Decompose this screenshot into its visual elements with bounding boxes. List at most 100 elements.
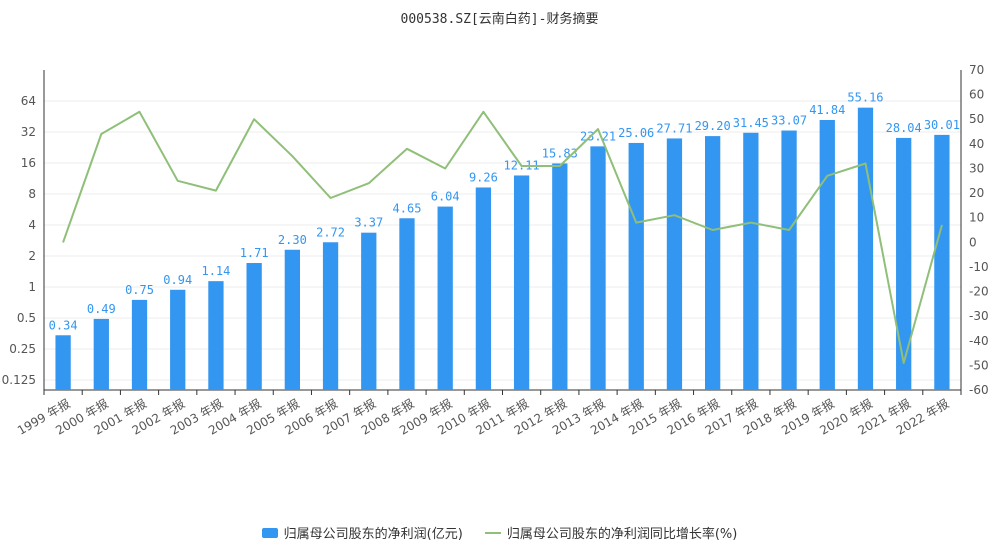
left-tick-label: 0.25 <box>9 342 36 356</box>
growth-rate-point <box>482 111 484 113</box>
growth-rate-point <box>903 362 905 364</box>
growth-rate-point <box>597 128 599 130</box>
bar <box>208 281 224 390</box>
legend-bar-swatch <box>261 527 278 538</box>
left-tick-label: 2 <box>28 249 36 263</box>
left-tick-label: 64 <box>21 94 36 108</box>
bar-data-label: 6.04 <box>431 190 460 204</box>
bar <box>819 120 835 390</box>
bar-data-label: 29.20 <box>695 119 731 133</box>
growth-rate-point <box>62 241 64 243</box>
right-tick-label: -10 <box>969 260 989 274</box>
bar-data-label: 0.34 <box>49 318 78 332</box>
bar-data-label: 33.07 <box>771 114 807 128</box>
growth-rate-point <box>444 167 446 169</box>
legend-label-net-profit: 归属母公司股东的净利润(亿元) <box>283 527 463 542</box>
bar <box>437 206 453 390</box>
growth-rate-point <box>712 229 714 231</box>
bar-data-label: 28.04 <box>886 121 922 135</box>
growth-rate-point <box>215 190 217 192</box>
growth-rate-point <box>368 182 370 184</box>
bar <box>246 263 262 390</box>
legend-label-growth-rate: 归属母公司股东的净利润同比增长率(%) <box>506 527 738 542</box>
bar-data-label: 0.94 <box>163 273 192 287</box>
right-tick-label: 60 <box>969 88 984 102</box>
growth-rate-point <box>100 133 102 135</box>
right-tick-label: -20 <box>969 285 989 299</box>
bar-data-label: 9.26 <box>469 170 498 184</box>
chart-legend: 归属母公司股东的净利润(亿元) 归属母公司股东的净利润同比增长率(%) <box>0 523 999 542</box>
right-tick-label: 0 <box>969 235 977 249</box>
right-tick-label: 70 <box>969 63 984 77</box>
bar-data-label: 25.06 <box>618 126 654 140</box>
bar-data-label: 27.71 <box>656 121 692 135</box>
bar-data-label: 0.75 <box>125 283 154 297</box>
growth-rate-point <box>941 224 943 226</box>
left-tick-label: 8 <box>28 187 36 201</box>
legend-line-swatch <box>484 531 501 534</box>
bar-data-label: 31.45 <box>733 116 769 130</box>
bar-data-label: 1.71 <box>240 246 269 260</box>
growth-rate-point <box>559 165 561 167</box>
bar-data-label: 23.21 <box>580 129 616 143</box>
growth-rate-point <box>291 155 293 157</box>
bar <box>666 138 683 390</box>
left-tick-label: 32 <box>21 125 36 139</box>
bar <box>552 163 568 390</box>
left-tick-label: 4 <box>28 218 36 232</box>
bar <box>857 107 874 390</box>
chart-title: 000538.SZ[云南白药]-财务摘要 <box>400 12 599 27</box>
bar <box>590 146 606 390</box>
right-tick-label: 50 <box>969 112 984 126</box>
bar <box>399 218 415 390</box>
growth-rate-point <box>253 118 255 120</box>
growth-rate-line <box>62 110 943 364</box>
growth-rate-point <box>177 180 179 182</box>
right-tick-label: -30 <box>969 309 989 323</box>
bar <box>93 318 109 390</box>
growth-rate-point <box>635 222 637 224</box>
bar <box>131 299 148 390</box>
bar <box>322 242 339 390</box>
growth-rate-point <box>139 111 141 113</box>
growth-rate-point <box>788 229 790 231</box>
bar-data-label: 30.01 <box>924 118 960 132</box>
left-tick-label: 1 <box>28 280 36 294</box>
bar-data-label: 2.30 <box>278 233 307 247</box>
bar <box>628 142 644 390</box>
right-tick-label: 20 <box>969 186 984 200</box>
growth-rate-point <box>673 214 675 216</box>
bar <box>743 132 759 390</box>
bar-data-label: 2.72 <box>316 225 345 239</box>
bar <box>361 232 377 390</box>
growth-rate-point <box>521 165 523 167</box>
left-tick-label: 0.125 <box>2 373 36 387</box>
bar <box>934 134 950 390</box>
bar-data-label: 3.37 <box>354 216 383 230</box>
right-tick-label: -40 <box>969 334 989 348</box>
bar <box>513 175 530 390</box>
bar <box>705 136 721 390</box>
right-tick-label: 30 <box>969 161 984 175</box>
right-tick-label: -50 <box>969 358 989 372</box>
right-tick-label: 10 <box>969 211 984 225</box>
bar <box>475 187 492 390</box>
right-tick-label: 40 <box>969 137 984 151</box>
left-tick-label: 0.5 <box>17 311 36 325</box>
growth-rate-point <box>750 222 752 224</box>
bar-data-label: 1.14 <box>201 264 230 278</box>
bar-data-label: 0.49 <box>87 302 116 316</box>
legend-item-growth-rate[interactable]: 归属母公司股东的净利润同比增长率(%) <box>484 523 738 542</box>
bar <box>781 130 797 390</box>
growth-rate-point <box>330 197 332 199</box>
bar <box>55 335 71 390</box>
growth-rate-point <box>406 148 408 150</box>
legend-item-net-profit[interactable]: 归属母公司股东的净利润(亿元) <box>261 523 463 542</box>
growth-rate-point <box>826 175 828 177</box>
bar-data-label: 41.84 <box>809 103 845 117</box>
bar-data-label: 4.65 <box>393 201 422 215</box>
bar <box>896 137 912 390</box>
left-tick-label: 16 <box>21 156 36 170</box>
growth-rate-point <box>864 163 866 165</box>
